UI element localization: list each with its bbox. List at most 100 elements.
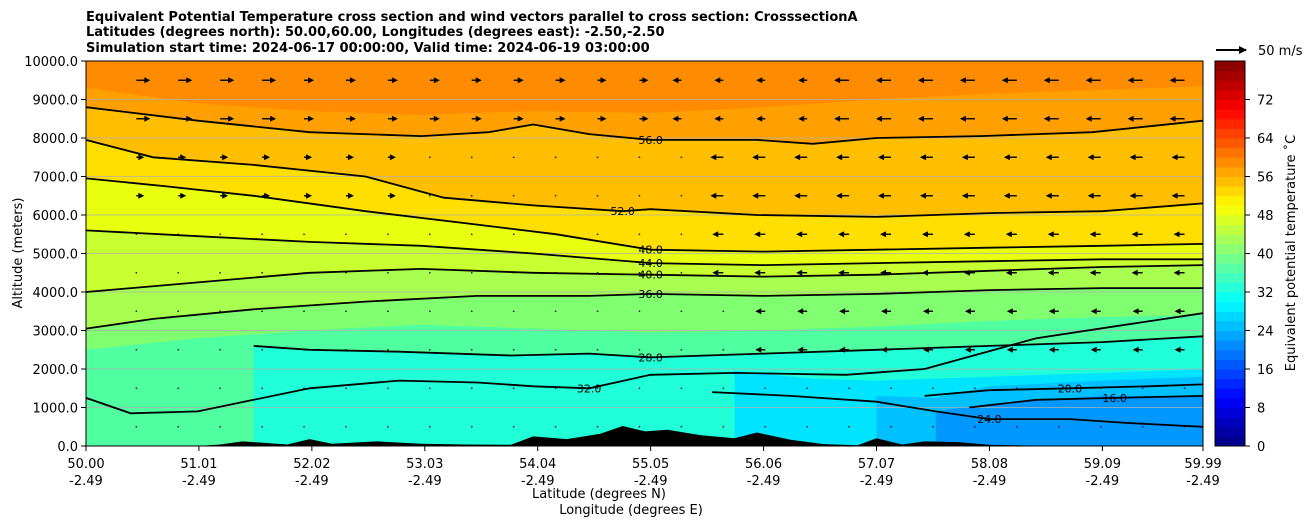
contour-label-48.0: 48.0 [638,244,663,257]
wind-vector-head [921,269,928,276]
colorbar-segment-19 [1215,253,1245,264]
colorbar-segment-7 [1215,369,1245,380]
wind-vector-head [838,269,845,276]
wind-vector-head [1001,77,1008,84]
wind-vector-head [347,154,354,161]
wind-vector-dot [470,194,473,197]
y-tick-label-3: 3000.0 [33,325,79,340]
colorbar-segment-12 [1215,320,1245,331]
wind-vector-head [264,154,271,161]
wind-vector-head [347,192,354,199]
wind-vector-dot [219,233,221,236]
wind-vector-dot [219,387,221,390]
contour-20.0 [924,383,1203,397]
wind-vector-dot [932,387,934,390]
wind-vector-head [180,154,187,161]
wind-vector-dot [219,348,221,351]
x-tick-label-lon-0: -2.49 [69,474,103,489]
x-tick-label-lon-8: -2.49 [973,474,1007,489]
wind-vector-head [559,77,566,84]
x-tick-label-lon-2: -2.49 [295,474,329,489]
colorbar-segment-36 [1215,89,1245,100]
wind-vector-head [876,77,883,84]
wind-vector-dot [722,387,725,390]
x-tick-label-lon-6: -2.49 [747,474,781,489]
gridlines [86,99,1203,408]
wind-vector-head [308,115,315,122]
y-tick-label-10: 10000.0 [24,55,78,70]
wind-vector-head [475,115,482,122]
wind-vector-dot [1016,387,1018,390]
wind-vector-head [1132,308,1139,315]
wind-vector-dot [470,310,473,313]
wind-vector-head [1048,308,1055,315]
chart-title-line-2: Latitudes (degrees north): 50.00,60.00, … [86,25,665,40]
contour-label-28.0: 28.0 [638,351,663,364]
wind-vector-head [1090,346,1097,353]
wind-vector-dot [1099,387,1102,390]
wind-vector-dot [596,348,599,351]
wind-vector-dot [470,233,473,236]
wind-vector-dot [261,387,263,390]
wind-vector-head [1127,115,1134,122]
colorbar-tick-label-2: 16 [1257,363,1274,378]
wind-vector-head [433,115,440,122]
wind-vector-dot [470,348,473,351]
wind-vector-dot [303,233,305,236]
contour-labels: 56.0 52.0 48.044.040.0 36.0 32.0 28.0 24.0 20.0… [577,134,1127,426]
colorbar-tick-label-0: 0 [1257,440,1265,455]
colorbar-segment-39 [1215,61,1245,72]
colorbar-segment-15 [1215,292,1245,303]
wind-vector-head [1132,346,1139,353]
wind-vector-dot [512,194,515,197]
wind-vector-dot [429,156,431,159]
colorbar-segment-31 [1215,138,1245,149]
wind-vector-dot [512,425,515,428]
wind-vector-head [921,231,928,238]
wind-vector-dot [429,425,431,428]
wind-vector-head [1006,308,1013,315]
wind-vector-head [917,77,924,84]
colorbar-segment-32 [1215,128,1245,139]
x-tick-label-lon-9: -2.49 [1086,474,1120,489]
wind-vector-head [964,308,971,315]
wind-vector-dot [261,425,263,428]
contour-label-52.0: 52.0 [610,205,635,218]
contour-label-20.0: 20.0 [1058,382,1083,395]
wind-vector-dot [680,387,683,390]
colorbar-segment-26 [1215,186,1245,197]
x-tick-label-lon-3: -2.49 [408,474,442,489]
wind-vector-head [959,115,966,122]
wind-vector-head [754,231,761,238]
fill-band-12 [935,395,1203,446]
wind-vector-head [138,192,145,199]
wind-vector-dot [470,387,473,390]
wind-vector-dot [387,233,389,236]
wind-vector-head [710,192,717,199]
wind-vector-dot [680,194,683,197]
colorbar-ticks: 0 8 16 24 32 40 48 56 64 72 [1245,94,1274,455]
wind-vector-head [306,192,313,199]
wind-vector-dot [429,310,431,313]
wind-vector-dot [722,425,725,428]
wind-vector-dot [177,233,180,236]
wind-vector-head [961,192,968,199]
contour-16.0 [969,395,1203,409]
wind-vector-head [752,154,759,161]
colorbar-tick-label-4: 32 [1257,286,1274,301]
wind-vector-dot [764,425,767,428]
contour-label-32.0: 32.0 [577,382,602,395]
terrain [86,426,1203,446]
contour-56.0 [86,106,1203,145]
wind-vector-dot [638,233,641,236]
wind-vector-head [517,115,524,122]
wind-vector-head [834,77,841,84]
wind-vector-head [876,115,883,122]
colorbar-segment-1 [1215,426,1245,437]
contour-28.0 [253,335,1203,359]
wind-vector-head [755,346,762,353]
wind-vector-head [959,77,966,84]
colorbar-segment-8 [1215,359,1245,370]
wind-vector-head [714,77,721,84]
contour-label-44.0: 44.0 [638,257,663,270]
